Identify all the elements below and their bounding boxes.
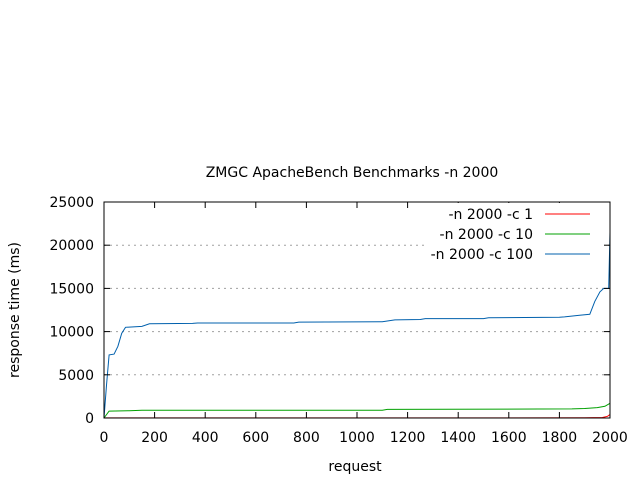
axis-ticks: 0 5000 10000 15000 20000 25000 0 200 400 600 800 10… [49, 195, 627, 446]
x-tick-label: 200 [141, 430, 168, 446]
x-tick-label: 0 [100, 430, 109, 446]
legend-bg [428, 223, 604, 242]
x-tick-label: 400 [192, 430, 219, 446]
x-tick-label: 1600 [491, 430, 527, 446]
series-line [103, 402, 611, 419]
legend-label: -n 2000 -c 100 [431, 247, 533, 263]
legend-label: -n 2000 -c 10 [440, 227, 533, 243]
x-tick-label: 600 [242, 430, 269, 446]
legend-bg [428, 203, 604, 222]
series-line [103, 232, 611, 419]
x-tick-label: 1800 [542, 430, 578, 446]
x-axis-label: request [328, 459, 382, 475]
x-tick-label: 2000 [592, 430, 628, 446]
y-tick-label: 10000 [49, 325, 94, 341]
grid-lines [104, 244, 610, 376]
y-tick-label: 20000 [49, 238, 94, 254]
y-axis-label: response time (ms) [7, 242, 23, 378]
y-tick-label: 0 [85, 411, 94, 427]
legend-bg [428, 243, 604, 262]
y-tick-label: 5000 [58, 368, 94, 384]
y-tick-label: 15000 [49, 281, 94, 297]
x-tick-label: 1200 [390, 430, 426, 446]
legend: -n 2000 -c 1 -n 2000 -c 10 -n 2000 -c 100 [428, 203, 604, 263]
x-tick-label: 800 [293, 430, 320, 446]
x-tick-label: 1000 [339, 430, 375, 446]
chart-title: ZMGC ApacheBench Benchmarks -n 2000 [206, 165, 499, 181]
legend-label: -n 2000 -c 1 [448, 207, 533, 223]
y-tick-label: 25000 [49, 195, 94, 211]
x-tick-label: 1400 [440, 430, 476, 446]
